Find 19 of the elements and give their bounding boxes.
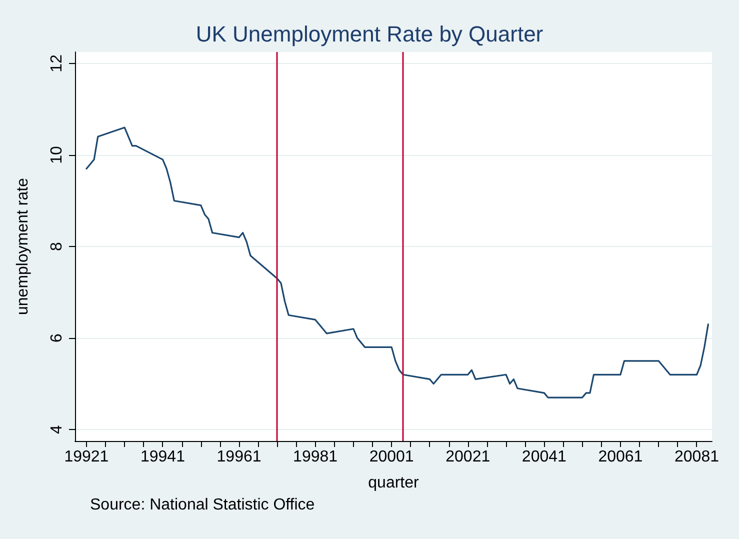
y-tick-label: 10	[48, 146, 66, 164]
x-tick-label: 19941	[140, 448, 186, 466]
x-axis-title: quarter	[368, 474, 420, 492]
y-axis-title: unemployment rate	[14, 178, 32, 315]
y-tick-label: 8	[48, 242, 66, 251]
x-tick-label: 19921	[64, 448, 109, 466]
x-tick-label: 20081	[674, 448, 720, 466]
line-series	[86, 126, 709, 398]
source-note: Source: National Statistic Office	[90, 496, 315, 514]
x-tick-label: 20061	[598, 448, 643, 466]
y-tick-label: 12	[48, 54, 66, 72]
x-tick-label: 20021	[446, 448, 490, 466]
x-tick-label: 20001	[369, 448, 414, 466]
chart-title: UK Unemployment Rate by Quarter	[196, 22, 544, 46]
x-tick-label: 19981	[293, 448, 338, 466]
x-tick-label: 19961	[216, 448, 262, 466]
x-tick-label: 20041	[522, 448, 567, 466]
y-tick-label: 4	[48, 425, 66, 434]
y-tick-label: 6	[48, 333, 66, 342]
